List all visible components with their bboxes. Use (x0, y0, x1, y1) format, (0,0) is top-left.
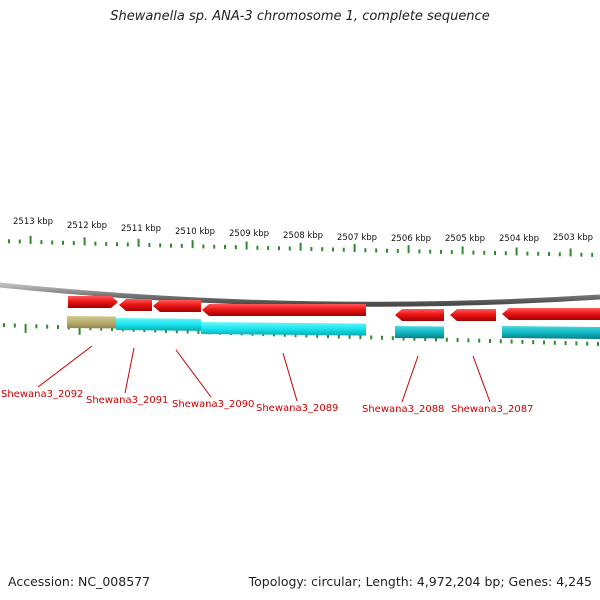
label-leaders (37, 345, 491, 403)
scale-label: 2512 kbp (67, 221, 107, 231)
accession-text: Accession: NC_008577 (8, 574, 151, 589)
scale-label: 2506 kbp (391, 234, 431, 244)
gene-label: Shewana3_2090 (172, 399, 254, 410)
label-leader-line (37, 345, 93, 388)
gene-arrow (153, 300, 201, 312)
scale-label: 2510 kbp (175, 227, 215, 237)
gene-arrow (450, 309, 496, 321)
feature-bar (201, 322, 366, 336)
scale-label: 2508 kbp (283, 231, 323, 241)
scale-label: 2509 kbp (229, 229, 269, 239)
scale-label: 2505 kbp (445, 234, 485, 244)
gene-label: Shewana3_2088 (362, 404, 444, 415)
gene-arrow (395, 309, 444, 321)
scale-label: 2504 kbp (499, 234, 539, 244)
feature-bar (67, 316, 116, 329)
scale-label: 2507 kbp (337, 233, 377, 243)
scale-labels: 2513 kbp 2512 kbp 2511 kbp 2510 kbp 2509 kbp… (13, 217, 593, 244)
label-leader-line (401, 355, 419, 403)
label-leader-line (282, 352, 298, 402)
gene-arrow (202, 304, 366, 316)
sequence-summary: Topology: circular; Length: 4,972,204 bp… (248, 574, 592, 589)
sequence-backbone (0, 282, 600, 307)
gene-label: Shewana3_2092 (1, 389, 83, 400)
label-leader-line (472, 355, 491, 403)
scale-label: 2511 kbp (121, 224, 161, 234)
feature-bar (502, 326, 600, 339)
feature-bar (116, 318, 201, 331)
label-leader-line (124, 347, 135, 394)
feature-bar (395, 326, 444, 339)
scale-label: 2503 kbp (553, 233, 593, 243)
map-title: Shewanella sp. ANA-3 chromosome 1, compl… (110, 9, 490, 24)
gene-label: Shewana3_2089 (256, 403, 338, 414)
label-leader-line (175, 349, 212, 398)
tick-marks (3, 235, 599, 346)
feature-track (67, 316, 600, 339)
gene-label: Shewana3_2087 (451, 404, 533, 415)
gene-arrow (502, 308, 600, 320)
gene-arrow (68, 296, 118, 308)
gene-arrows (68, 296, 600, 321)
scale-label: 2513 kbp (13, 217, 53, 227)
gene-arrow (119, 299, 152, 311)
gene-label: Shewana3_2091 (86, 395, 168, 406)
